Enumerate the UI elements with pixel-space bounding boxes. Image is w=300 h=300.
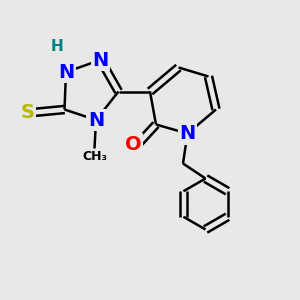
Text: N: N [88,110,104,130]
Text: CH₃: CH₃ [82,149,107,163]
Text: O: O [125,134,142,154]
Text: N: N [179,124,196,143]
Text: N: N [58,62,74,82]
Text: N: N [92,50,109,70]
Text: H: H [51,39,63,54]
Text: S: S [21,103,34,122]
